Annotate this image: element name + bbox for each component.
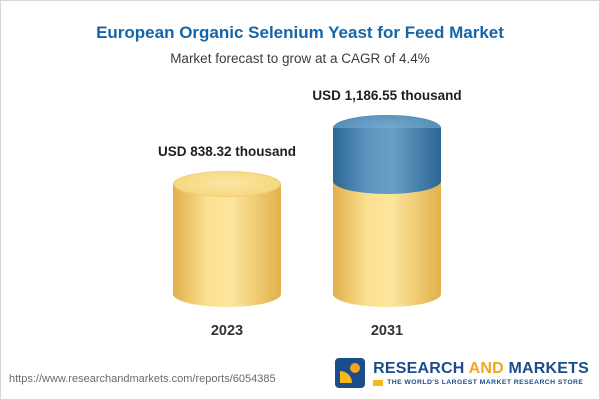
x-label-2031: 2031 (370, 323, 404, 339)
bar-2031-cylinder (333, 115, 441, 307)
logo-tagline-row: THE WORLD'S LARGEST MARKET RESEARCH STOR… (373, 379, 589, 386)
logo-word-research: RESEARCH (373, 359, 465, 377)
logo-word-markets: MARKETS (508, 359, 589, 377)
researchandmarkets-logo-icon (335, 358, 366, 388)
report-url-link[interactable]: https://www.researchandmarkets.com/repor… (9, 373, 276, 385)
value-label-2031: USD 1,186.55 thousand (312, 88, 462, 103)
value-label-2023: USD 838.32 thousand (157, 144, 297, 159)
chart-title: European Organic Selenium Yeast for Feed… (96, 23, 504, 42)
bar-2023-top-ellipse (173, 171, 281, 197)
bar-2023-body (173, 184, 281, 307)
chart-subtitle: Market forecast to grow at a CAGR of 4.4… (170, 51, 430, 66)
bar-2023-cylinder (173, 171, 281, 307)
researchandmarkets-logo[interactable]: RESEARCH AND MARKETS THE WORLD'S LARGEST… (334, 357, 589, 389)
logo-wordmark: RESEARCH AND MARKETS (373, 360, 589, 378)
logo-tagline-chip (373, 379, 384, 386)
logo-word-and: AND (468, 359, 504, 377)
bar-2031-growth-segment (333, 128, 441, 194)
logo-tagline-text: THE WORLD'S LARGEST MARKET RESEARCH STOR… (387, 379, 584, 387)
logo-text-block: RESEARCH AND MARKETS THE WORLD'S LARGEST… (373, 360, 589, 386)
x-label-2023: 2023 (210, 323, 244, 339)
